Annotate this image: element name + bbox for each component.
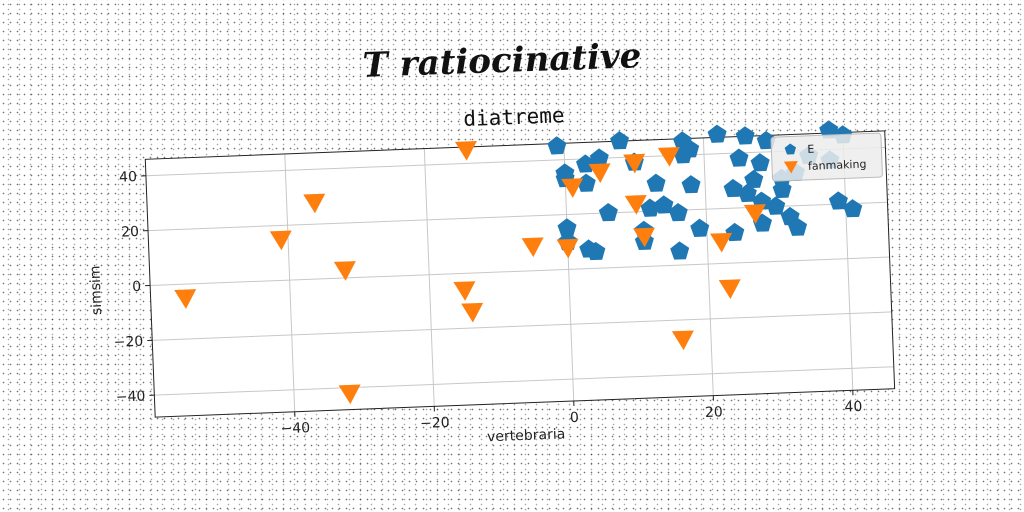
pentagon-point [668, 202, 688, 222]
pentagon-point [586, 241, 606, 261]
triangle-point [454, 141, 477, 161]
y-gridline [145, 146, 886, 177]
triangle-point [632, 227, 655, 248]
pentagon-point [766, 196, 786, 215]
pentagon-point [707, 124, 727, 143]
x-tick-label: 40 [844, 399, 862, 416]
x-gridline [284, 153, 296, 412]
series-fanmaking [174, 141, 766, 405]
gridlines [145, 132, 894, 412]
pentagon-point [576, 173, 596, 192]
triangle-point [333, 261, 356, 281]
plot-frame [144, 130, 896, 418]
legend-marker [784, 143, 797, 155]
pentagon-point [735, 126, 755, 145]
chart-suptitle: T ratiocinative [362, 36, 642, 86]
triangle-point [657, 146, 680, 167]
pentagon-point [828, 191, 848, 210]
plot-background [145, 130, 895, 418]
pentagon-point [547, 136, 567, 155]
x-gridline [702, 137, 714, 396]
triangle-point [303, 193, 326, 214]
triangle-point [269, 230, 292, 251]
pentagon-point [557, 218, 577, 237]
triangle-point [453, 281, 476, 301]
triangle-point [461, 302, 484, 323]
pentagon-point [610, 131, 630, 150]
y-axis-ticks: −40 −20 0 20 40 [113, 169, 155, 406]
y-tick-label: 20 [121, 224, 139, 241]
triangle-point [710, 232, 733, 253]
y-gridline [154, 366, 894, 396]
triangle-point [623, 153, 646, 174]
pentagon-point [772, 179, 792, 199]
pentagon-point [737, 183, 757, 203]
x-tick-label: −40 [280, 420, 310, 437]
y-gridline [152, 311, 892, 341]
y-axis-label: simsim [87, 265, 105, 315]
pentagon-point [670, 241, 690, 260]
x-gridline [423, 148, 435, 407]
legend-box [770, 132, 883, 182]
pentagon-point [680, 139, 700, 158]
x-axis-ticks: −40 −20 0 20 40 [280, 390, 863, 437]
triangle-point [624, 194, 647, 215]
pentagon-point [729, 148, 749, 167]
pentagon-point [787, 217, 808, 236]
pentagon-point [744, 169, 764, 189]
y-tick-label: 0 [132, 279, 142, 295]
x-tick-label: −20 [420, 415, 450, 432]
triangle-point [561, 178, 584, 198]
triangle-point [556, 238, 579, 259]
x-axis-label: vertebraria [487, 426, 566, 445]
triangle-point [521, 237, 544, 258]
triangle-point [671, 330, 694, 351]
x-tick-label: 0 [570, 410, 580, 426]
pentagon-point [750, 153, 770, 172]
triangle-point [718, 279, 741, 299]
axes-title: diatreme [463, 103, 565, 131]
pentagon-point [819, 120, 839, 139]
y-tick-label: −40 [116, 389, 146, 406]
legend-marker [783, 161, 798, 174]
x-tick-label: 20 [705, 404, 723, 421]
y-tick-label: −20 [113, 334, 143, 351]
plot-area: diatreme −40 −20 0 20 40 −40 −20 0 20 40 vertebr… [87, 103, 896, 445]
triangle-point [174, 289, 197, 309]
legend-label: fanmaking [808, 158, 867, 173]
y-tick-label: 40 [119, 169, 137, 186]
pentagon-point [575, 154, 595, 173]
pentagon-point [646, 173, 666, 192]
triangle-point [338, 384, 361, 405]
triangle-point [743, 204, 766, 224]
pentagon-point [681, 175, 701, 194]
pentagon-point [598, 202, 618, 222]
pentagon-point [690, 218, 710, 237]
pentagon-point [589, 148, 609, 167]
legend-label: E [807, 143, 814, 156]
pentagon-point [654, 195, 674, 214]
y-gridline [150, 256, 890, 286]
pentagon-point [843, 199, 863, 218]
triangle-point [588, 163, 611, 184]
pentagon-point [723, 178, 743, 198]
